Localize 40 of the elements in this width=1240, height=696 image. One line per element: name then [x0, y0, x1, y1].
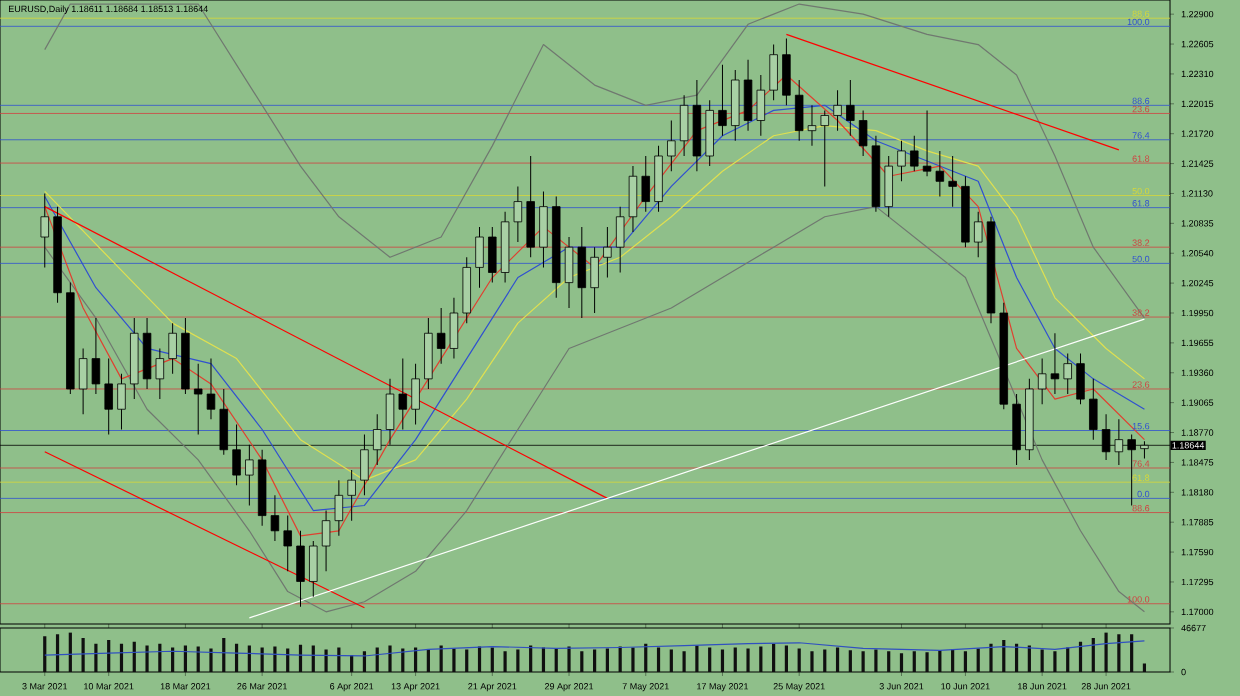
candlestick [705, 99, 714, 167]
candlestick [641, 155, 650, 213]
candlestick [168, 322, 177, 375]
candlestick [526, 155, 535, 258]
line-series [44, 640, 1146, 657]
candlestick [411, 363, 420, 425]
candlestick [104, 358, 113, 436]
candlestick [539, 190, 548, 268]
candlestick [488, 226, 497, 284]
candlestick [718, 64, 727, 137]
candlestick [424, 317, 433, 390]
candlestick [206, 358, 216, 420]
candlestick [654, 145, 663, 213]
candlestick [782, 37, 791, 106]
candlestick [117, 373, 126, 430]
candlestick [296, 530, 305, 608]
candlestick [590, 246, 599, 314]
candlestick [40, 192, 49, 268]
candlestick [948, 155, 957, 208]
candlestick [667, 120, 676, 172]
candlestick [973, 211, 983, 258]
candlestick [897, 140, 906, 182]
candlestick [603, 226, 612, 279]
candlestick [309, 540, 318, 598]
candlestick [475, 226, 484, 289]
candlestick [910, 135, 919, 172]
candlestick [1076, 353, 1085, 405]
candlestick [820, 109, 829, 187]
candlestick [731, 69, 740, 142]
candlestick [398, 358, 408, 430]
candlestick [1089, 378, 1098, 441]
candlestick [283, 515, 292, 572]
candlestick [193, 363, 203, 436]
candlestick [884, 155, 893, 218]
candlestick [769, 44, 778, 101]
candlestick [347, 469, 356, 522]
candlestick [846, 79, 855, 137]
candlestick [1063, 353, 1072, 395]
candlestick [833, 89, 842, 132]
candlestick [462, 256, 471, 324]
